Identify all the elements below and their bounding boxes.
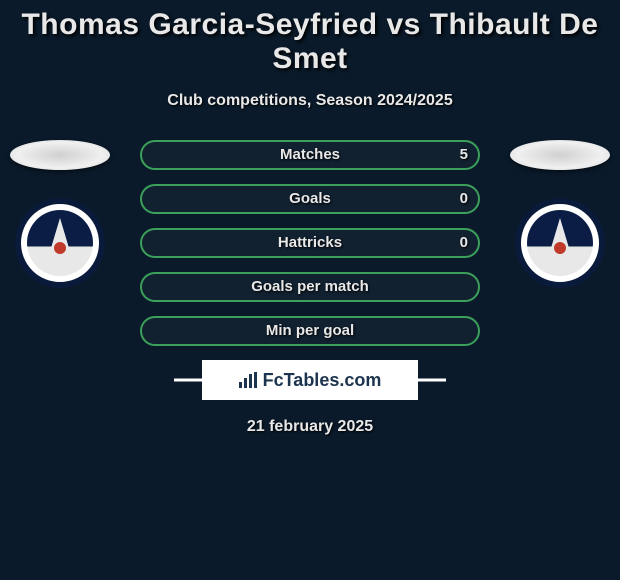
stat-label: Goals per match: [142, 274, 478, 300]
stat-row-goals-per-match: Goals per match: [140, 272, 480, 302]
stat-value: 0: [460, 186, 468, 212]
stat-value: 0: [460, 230, 468, 256]
club-logo-left: [15, 198, 105, 288]
stat-label: Hattricks: [142, 230, 478, 256]
player-photo-placeholder-left: [10, 140, 110, 170]
stat-row-matches: Matches 5: [140, 140, 480, 170]
stats-rows: Matches 5 Goals 0 Hattricks 0 Goals per …: [140, 140, 480, 346]
content-area: Matches 5 Goals 0 Hattricks 0 Goals per …: [0, 140, 620, 436]
page-title: Thomas Garcia-Seyfried vs Thibault De Sm…: [0, 0, 620, 76]
club-logo-right: [515, 198, 605, 288]
branding-box[interactable]: FcTables.com: [202, 360, 418, 400]
branding-text: FcTables.com: [263, 370, 382, 391]
stat-value: 5: [460, 142, 468, 168]
bar-chart-icon: [239, 372, 259, 388]
footer-date: 21 february 2025: [0, 418, 620, 436]
stat-label: Min per goal: [142, 318, 478, 344]
right-player-column: [510, 140, 610, 288]
player-photo-placeholder-right: [510, 140, 610, 170]
stat-row-min-per-goal: Min per goal: [140, 316, 480, 346]
stat-label: Matches: [142, 142, 478, 168]
left-player-column: [10, 140, 110, 288]
stat-row-hattricks: Hattricks 0: [140, 228, 480, 258]
player-compare-widget: Thomas Garcia-Seyfried vs Thibault De Sm…: [0, 0, 620, 580]
subtitle: Club competitions, Season 2024/2025: [0, 92, 620, 110]
stat-row-goals: Goals 0: [140, 184, 480, 214]
stat-label: Goals: [142, 186, 478, 212]
